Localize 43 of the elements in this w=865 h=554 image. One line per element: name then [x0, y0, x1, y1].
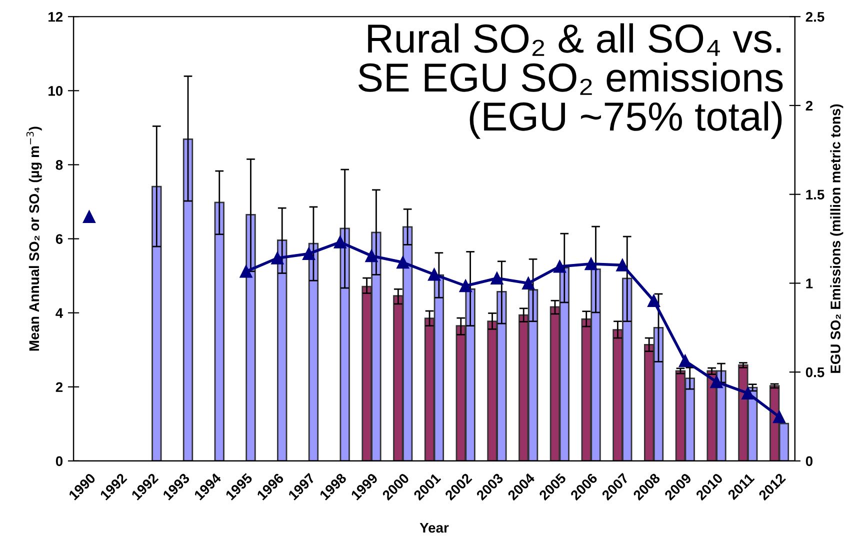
- y-tick-label: 8: [56, 160, 63, 170]
- y2-tick-label: 0.5: [806, 367, 824, 378]
- bar: [182, 138, 194, 461]
- point: [553, 260, 566, 273]
- y-tick-label: 4: [56, 308, 64, 318]
- bar: [246, 214, 256, 461]
- point: [648, 294, 660, 308]
- y-tick-label: 0: [56, 456, 63, 466]
- point: [522, 276, 535, 290]
- y2-axis-title: EGU SO₂ Emissions (million metric tons): [830, 104, 844, 373]
- bar: [277, 240, 288, 461]
- x-axis-title: Year: [420, 522, 449, 533]
- point: [616, 258, 629, 272]
- bar: [214, 202, 224, 461]
- bar: [340, 228, 350, 461]
- y2-tick-label: 2.5: [806, 12, 824, 22]
- bar: [308, 242, 319, 461]
- y-tick-label: 10: [48, 86, 63, 96]
- point: [271, 252, 284, 264]
- point: [742, 386, 754, 400]
- y2-tick-label: 1.5: [806, 190, 824, 200]
- point: [396, 256, 410, 269]
- point: [365, 250, 378, 262]
- point: [584, 258, 598, 270]
- y-tick-label: 12: [48, 12, 63, 22]
- y2-tick-label: 2: [806, 100, 813, 111]
- y-axis-title: Mean Annual SO₂ or SO₄ (µg m$^{−3}$): [26, 126, 42, 351]
- point: [773, 410, 786, 424]
- point: [334, 236, 346, 248]
- text: Rural SO₂ & all SO₄ vs. SE EGU SO₂ emissions (EGU ~75% total): [358, 23, 783, 139]
- point: [240, 265, 252, 278]
- point: [302, 247, 316, 260]
- point: [459, 280, 472, 292]
- point: [490, 272, 504, 284]
- y2-tick-label: 1: [806, 278, 813, 288]
- point: [678, 354, 692, 368]
- point: [710, 376, 723, 388]
- y-tick-label: 6: [56, 234, 63, 244]
- bar: [152, 186, 162, 461]
- point: [428, 268, 440, 281]
- y-tick-label: 2: [56, 382, 63, 392]
- point: [82, 210, 96, 223]
- y2-tick-label: 0: [806, 456, 813, 466]
